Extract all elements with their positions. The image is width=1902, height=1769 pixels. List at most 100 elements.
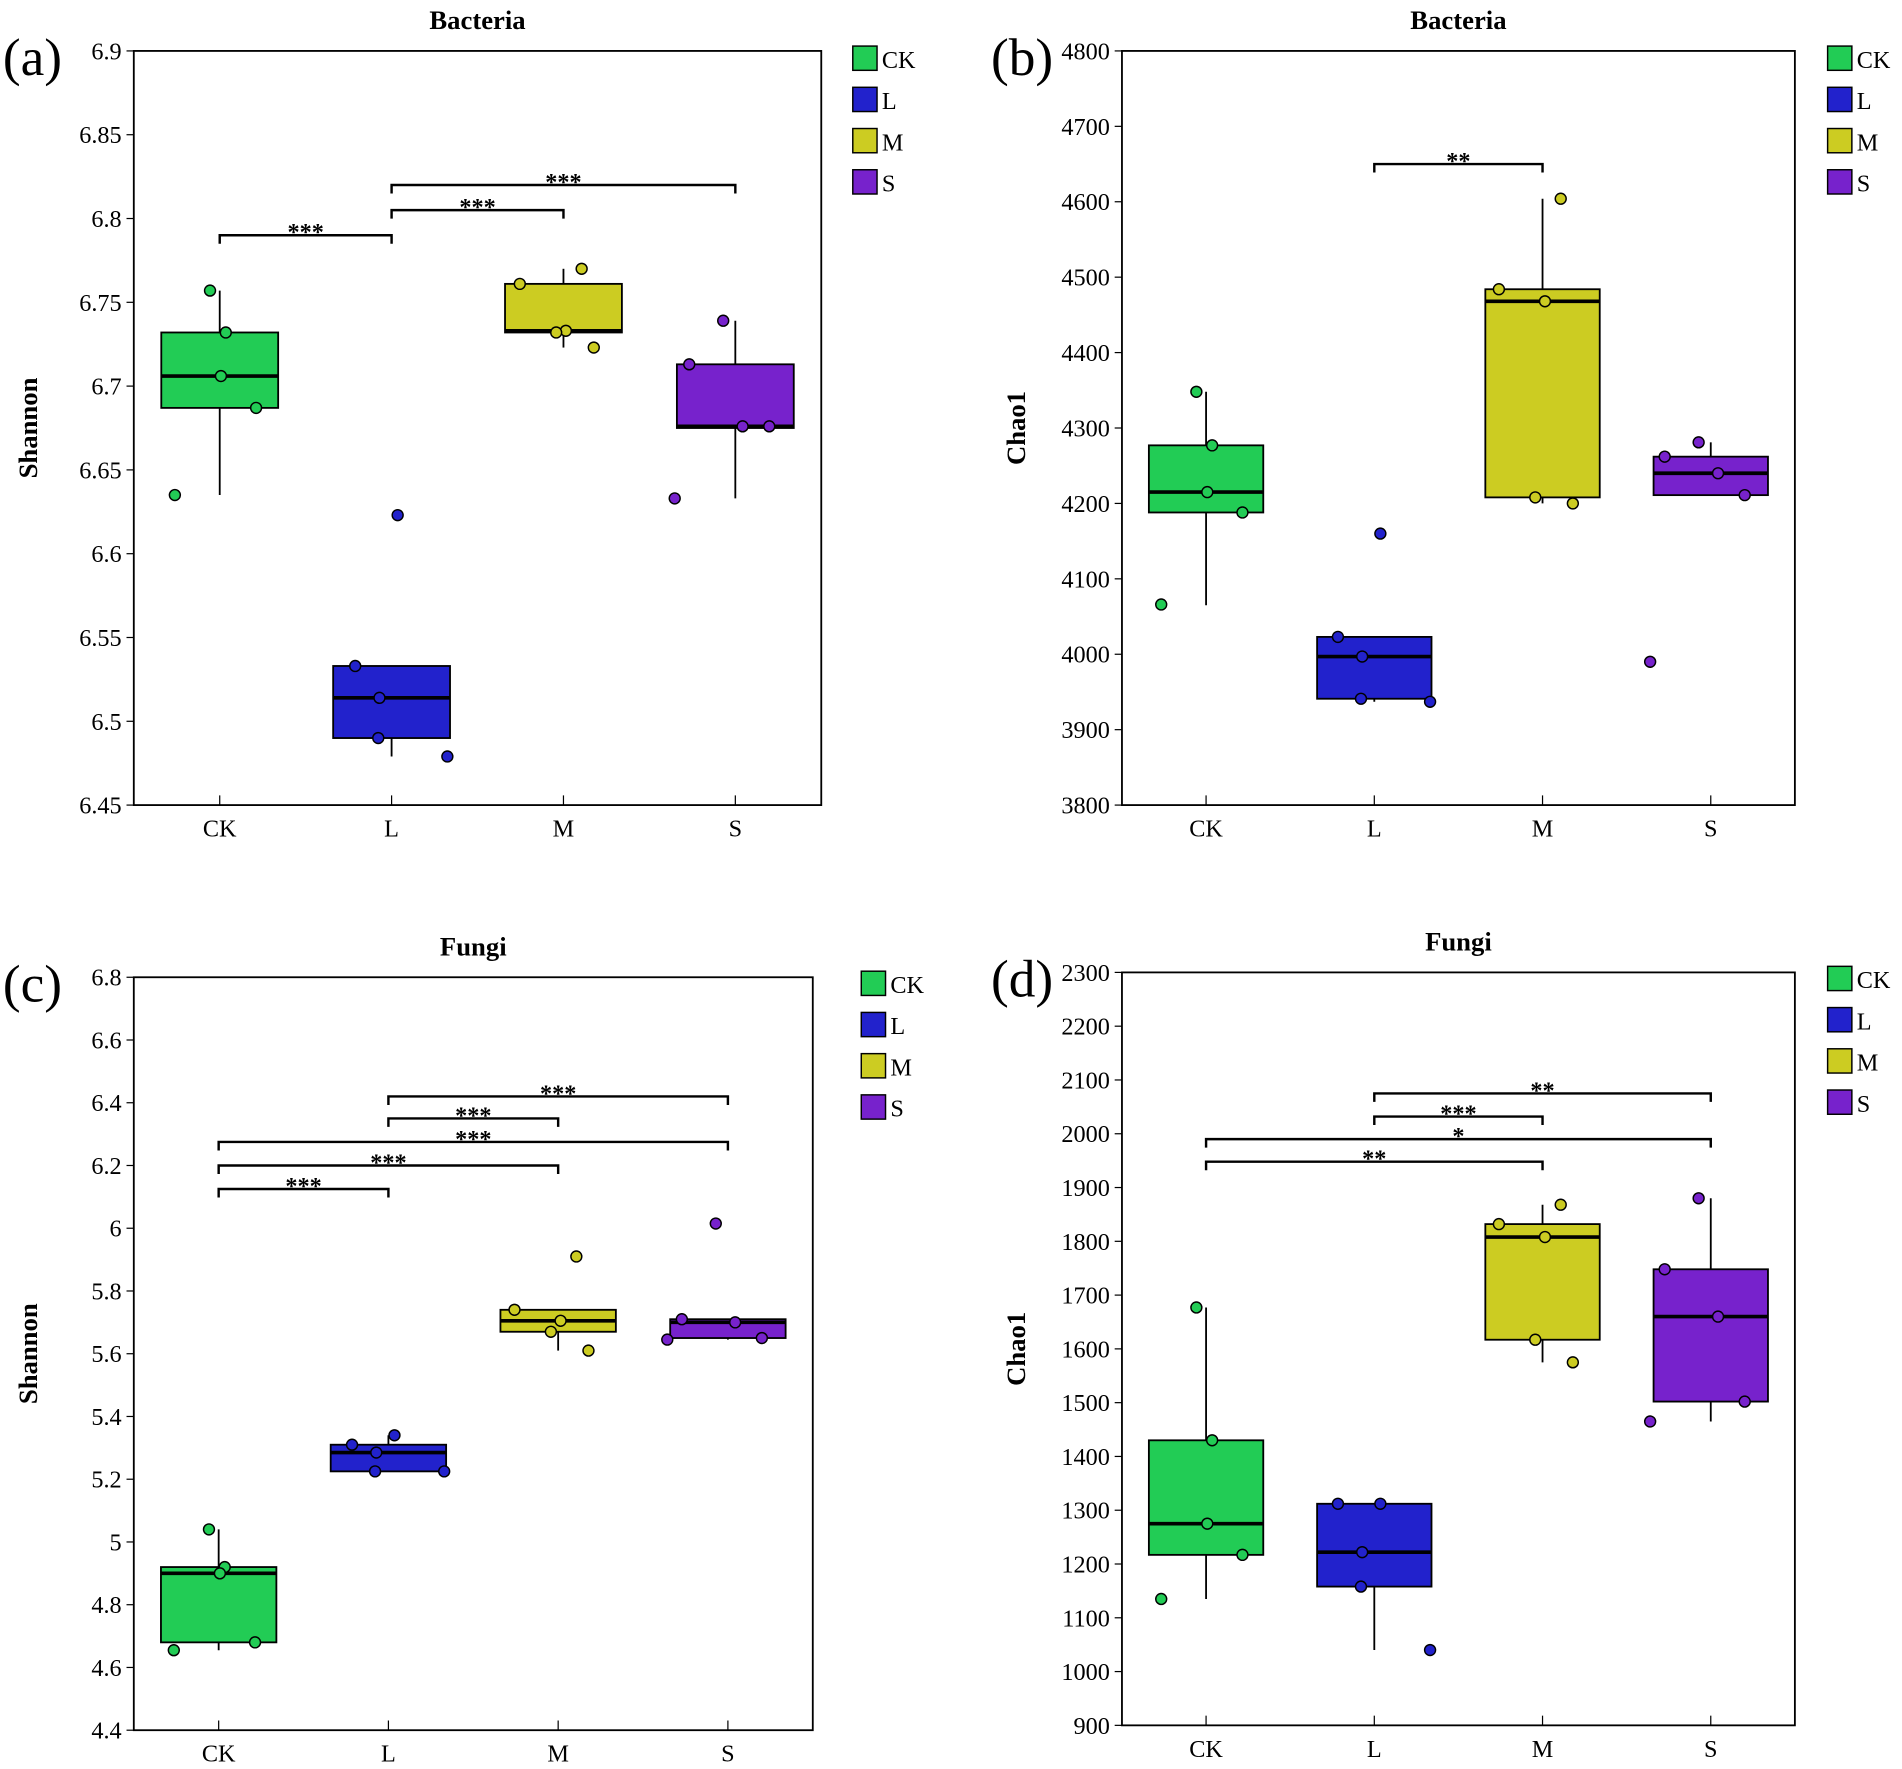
- data-point: [1205, 439, 1219, 452]
- y-tick-label: 4500: [1061, 265, 1109, 292]
- y-tick-label: 5.4: [91, 1404, 121, 1431]
- y-tick-label: 5.6: [91, 1341, 121, 1368]
- y-tick-label: 2200: [1061, 1014, 1109, 1041]
- legend-label: S: [1857, 171, 1870, 198]
- chart-title: Bacteria: [429, 5, 525, 35]
- y-tick-label: 3800: [1061, 793, 1109, 820]
- data-point: [219, 326, 232, 339]
- y-axis-label: Chao1: [1001, 1312, 1031, 1386]
- data-point: [661, 1333, 674, 1346]
- significance-bracket: [387, 1117, 560, 1127]
- data-point: [1529, 491, 1542, 504]
- legend-swatch: [860, 1052, 887, 1079]
- data-point: [1738, 488, 1751, 502]
- significance-label: ***: [545, 169, 581, 196]
- legend-swatch: [1826, 45, 1853, 72]
- data-point: [668, 492, 681, 505]
- data-point: [1236, 1548, 1249, 1562]
- y-tick-label: 1700: [1061, 1283, 1109, 1310]
- data-point: [1355, 1545, 1369, 1559]
- x-tick-label: M: [547, 1741, 569, 1768]
- y-tick-label: 4.4: [91, 1718, 121, 1745]
- legend-label: S: [882, 171, 895, 198]
- legend-swatch: [860, 1011, 887, 1038]
- y-tick-label: 6.6: [91, 1027, 121, 1054]
- data-point: [1190, 1301, 1203, 1314]
- y-tick-label: 6.6: [91, 541, 121, 568]
- legend-label: S: [890, 1096, 903, 1123]
- panel-label: (c): [3, 954, 62, 1014]
- data-point: [550, 326, 563, 339]
- y-tick-label: 3900: [1061, 717, 1109, 744]
- data-point: [1423, 695, 1437, 708]
- significance-label: ***: [459, 194, 495, 221]
- data-point: [763, 420, 776, 433]
- legend-swatch: [1826, 127, 1853, 154]
- significance-label: **: [1530, 1077, 1554, 1104]
- y-tick-label: 6.5: [91, 709, 121, 736]
- y-tick-label: 900: [1073, 1713, 1109, 1740]
- significance-label: ***: [455, 1102, 491, 1129]
- data-point: [167, 1644, 180, 1657]
- y-tick-label: 6.45: [79, 793, 121, 820]
- significance-label: ***: [1440, 1100, 1476, 1127]
- data-point: [1374, 1497, 1387, 1510]
- y-tick-label: 1400: [1061, 1444, 1109, 1471]
- y-tick-label: 1200: [1061, 1551, 1109, 1578]
- data-point: [1155, 598, 1168, 611]
- data-point: [345, 1438, 359, 1451]
- data-point: [1658, 1263, 1671, 1276]
- data-point: [1354, 1580, 1368, 1593]
- significance-label: ***: [540, 1080, 576, 1107]
- box-M: [1484, 288, 1601, 499]
- data-point: [1538, 1230, 1552, 1244]
- legend-label: S: [1857, 1091, 1870, 1118]
- legend-label: L: [1857, 1008, 1872, 1035]
- significance-bracket: [390, 208, 565, 219]
- chart-title: Bacteria: [1410, 5, 1506, 35]
- box-S: [1652, 1268, 1769, 1403]
- y-tick-label: 6.9: [91, 38, 121, 65]
- plot-frame: [132, 50, 823, 806]
- data-point: [554, 1314, 567, 1327]
- legend-swatch: [1826, 1006, 1853, 1033]
- y-tick-label: 2100: [1061, 1067, 1109, 1094]
- data-point: [755, 1331, 769, 1345]
- y-tick-label: 6.65: [79, 457, 121, 484]
- y-tick-label: 5.8: [91, 1278, 121, 1305]
- legend-swatch: [852, 169, 878, 195]
- y-tick-label: 1600: [1061, 1336, 1109, 1363]
- data-point: [391, 508, 404, 522]
- significance-label: **: [1362, 1146, 1386, 1173]
- data-point: [202, 1523, 216, 1536]
- significance-bracket: [217, 1164, 560, 1174]
- legend-swatch: [1826, 965, 1853, 992]
- y-tick-label: 4.6: [91, 1655, 121, 1682]
- data-point: [736, 420, 749, 433]
- data-point: [1236, 506, 1249, 519]
- data-point: [368, 1465, 382, 1478]
- significance-label: ***: [285, 1173, 321, 1200]
- y-tick-label: 5.2: [91, 1467, 121, 1494]
- x-tick-label: L: [384, 816, 399, 843]
- data-point: [508, 1303, 521, 1316]
- y-tick-label: 6.8: [91, 965, 121, 992]
- y-tick-label: 6.4: [91, 1090, 121, 1117]
- data-point: [370, 1446, 383, 1459]
- legend-label: CK: [1857, 967, 1891, 994]
- significance-bracket: [217, 1140, 730, 1151]
- y-tick-label: 6.8: [91, 206, 121, 233]
- legend-label: CK: [882, 47, 916, 74]
- significance-bracket: [387, 1095, 730, 1105]
- y-tick-label: 6.7: [91, 374, 121, 401]
- significance-bracket: [1204, 1137, 1712, 1148]
- x-tick-label: CK: [202, 1741, 236, 1768]
- significance-label: ***: [370, 1149, 406, 1176]
- significance-bracket: [218, 234, 393, 244]
- data-point: [717, 314, 730, 327]
- significance-label: *: [1452, 1123, 1464, 1150]
- y-tick-label: 4300: [1061, 415, 1109, 442]
- data-point: [248, 1636, 262, 1649]
- significance-label: **: [1446, 148, 1470, 175]
